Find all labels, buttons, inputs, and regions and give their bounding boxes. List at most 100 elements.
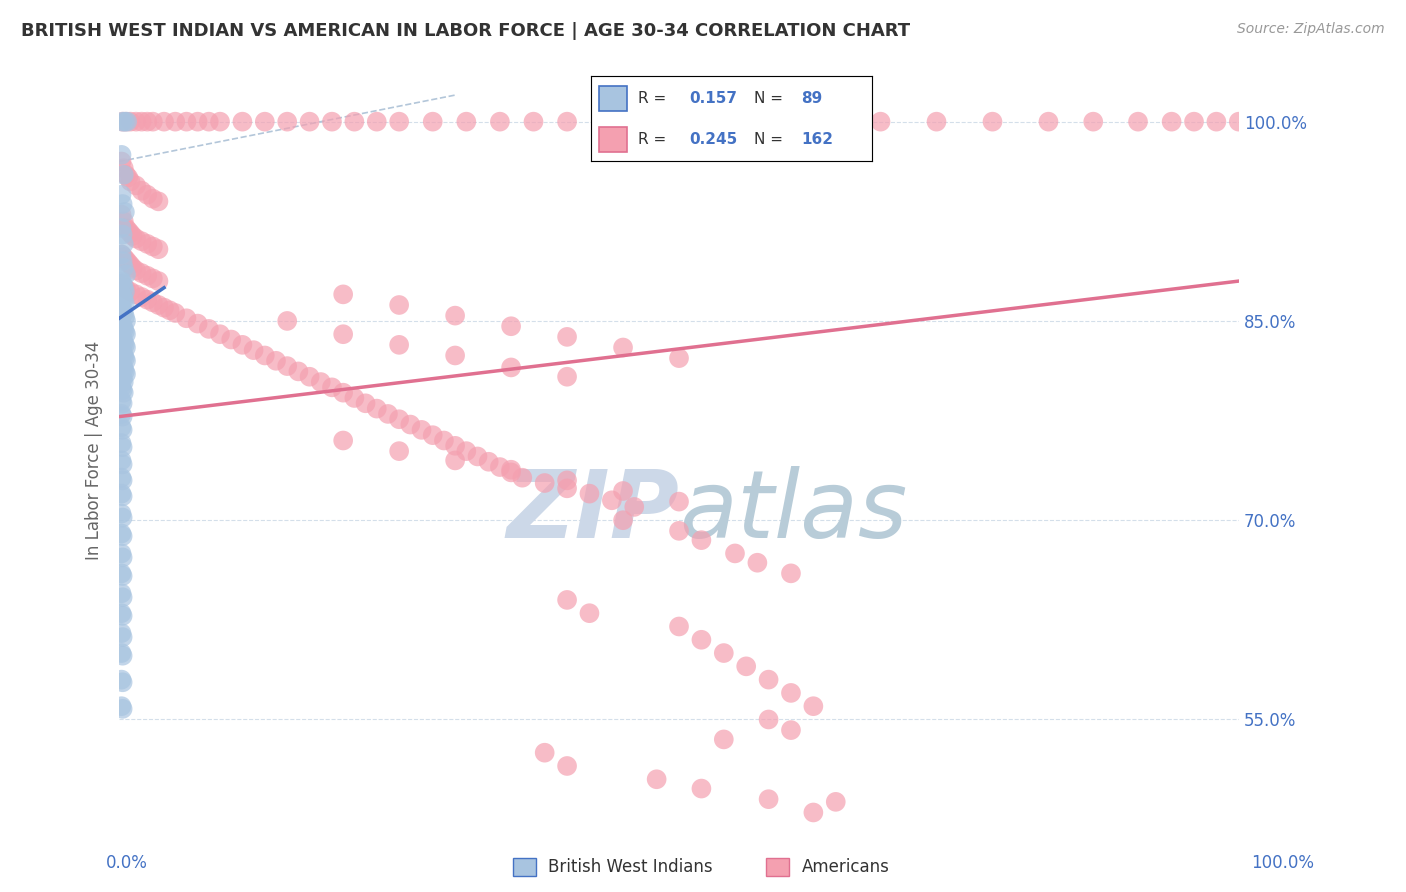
Point	[645, 114, 668, 128]
Point	[388, 444, 411, 458]
Point	[501, 466, 523, 480]
Point	[117, 255, 139, 269]
Text: atlas: atlas	[679, 467, 907, 558]
Point	[612, 341, 634, 355]
Point	[690, 533, 713, 548]
Point	[110, 148, 132, 162]
Point	[112, 260, 135, 275]
Point	[110, 330, 132, 344]
Text: Americans: Americans	[801, 858, 889, 876]
Point	[578, 606, 600, 620]
Point	[110, 471, 132, 485]
Point	[187, 317, 209, 331]
Point	[343, 391, 366, 405]
Point	[110, 699, 132, 714]
Point	[115, 168, 138, 182]
Point	[110, 407, 132, 421]
Point	[110, 343, 132, 358]
Point	[110, 673, 132, 687]
Point	[276, 114, 298, 128]
Point	[115, 268, 138, 282]
Point	[231, 338, 253, 352]
Point	[111, 550, 134, 565]
Point	[411, 423, 433, 437]
Point	[114, 338, 136, 352]
Point	[115, 327, 138, 342]
Point	[321, 380, 343, 394]
Point	[801, 699, 824, 714]
Point	[668, 524, 690, 538]
Point	[112, 349, 135, 363]
Point	[136, 236, 159, 251]
Point	[131, 290, 153, 304]
Point	[114, 205, 136, 219]
Point	[112, 168, 135, 182]
Point	[114, 325, 136, 339]
Point	[388, 338, 411, 352]
Point	[1182, 114, 1205, 128]
Text: 89: 89	[801, 91, 823, 106]
Point	[555, 481, 578, 495]
Point	[112, 361, 135, 376]
Point	[623, 500, 645, 514]
Text: 100.0%: 100.0%	[1251, 855, 1315, 872]
Point	[165, 306, 187, 320]
Point	[110, 317, 132, 331]
Point	[111, 458, 134, 472]
Point	[690, 632, 713, 647]
Point	[702, 114, 724, 128]
Point	[399, 417, 422, 432]
Point	[148, 274, 170, 288]
Point	[176, 114, 198, 128]
Point	[112, 335, 135, 350]
Point	[125, 114, 148, 128]
Point	[309, 375, 332, 389]
Point	[131, 184, 153, 198]
Point	[112, 279, 135, 293]
Point	[120, 114, 142, 128]
Point	[110, 369, 132, 384]
Point	[110, 453, 132, 467]
Point	[120, 174, 142, 188]
Point	[1126, 114, 1149, 128]
Point	[489, 114, 512, 128]
Point	[1160, 114, 1182, 128]
Point	[444, 309, 467, 323]
Point	[242, 343, 264, 358]
Point	[366, 401, 388, 416]
FancyBboxPatch shape	[599, 86, 627, 112]
Point	[110, 420, 132, 434]
Point	[131, 114, 153, 128]
Point	[555, 114, 578, 128]
Point	[869, 114, 891, 128]
Point	[142, 192, 165, 206]
Point	[111, 277, 134, 291]
Point	[253, 114, 276, 128]
Point	[115, 114, 138, 128]
Point	[115, 252, 138, 267]
Point	[176, 311, 198, 326]
Point	[148, 298, 170, 312]
Point	[114, 364, 136, 378]
Text: 0.0%: 0.0%	[105, 855, 148, 872]
Point	[724, 546, 747, 560]
Point	[198, 114, 221, 128]
Point	[555, 369, 578, 384]
Point	[110, 566, 132, 581]
Point	[112, 293, 135, 307]
Point	[668, 351, 690, 365]
Point	[110, 208, 132, 222]
Text: 0.245: 0.245	[689, 132, 737, 147]
Point	[136, 293, 159, 307]
Point	[758, 673, 780, 687]
Text: N =: N =	[754, 91, 787, 106]
Point	[780, 723, 803, 738]
Point	[388, 412, 411, 426]
Point	[264, 353, 287, 368]
Point	[578, 486, 600, 500]
Point	[110, 646, 132, 660]
Point	[925, 114, 948, 128]
Point	[111, 227, 134, 242]
Point	[111, 474, 134, 488]
Point	[112, 250, 135, 264]
